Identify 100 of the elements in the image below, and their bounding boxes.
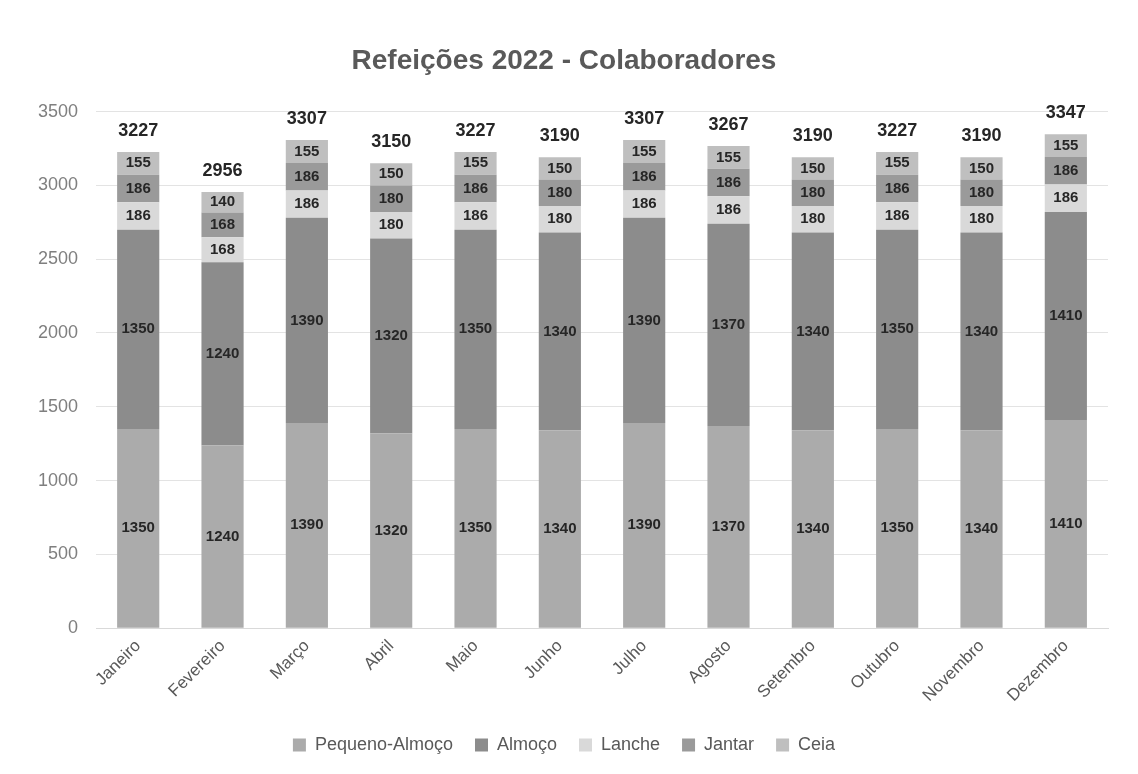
data-label: 1350 bbox=[880, 319, 914, 337]
bar bbox=[791, 232, 834, 431]
data-label: 1340 bbox=[964, 321, 999, 339]
legend-label: Ceia bbox=[798, 733, 837, 754]
legend-label: Lanche bbox=[601, 733, 661, 754]
y-tick-label: 2500 bbox=[38, 248, 79, 269]
bar bbox=[623, 422, 666, 628]
data-label: 140 bbox=[210, 192, 236, 210]
bar bbox=[370, 433, 413, 628]
data-label: 155 bbox=[884, 153, 910, 171]
data-label: 1370 bbox=[711, 314, 746, 332]
total-label: 3150 bbox=[371, 131, 412, 152]
bar bbox=[285, 217, 328, 423]
y-tick-label: 0 bbox=[68, 617, 79, 638]
chart-title: Refeições 2022 - Colaboradores bbox=[351, 43, 777, 75]
data-label: 1320 bbox=[374, 326, 408, 344]
data-label: 186 bbox=[1053, 160, 1079, 178]
legend-label: Almoço bbox=[496, 733, 558, 754]
bar bbox=[1044, 420, 1087, 628]
legend-label: Pequeno-Almoço bbox=[314, 733, 453, 754]
total-label: 3347 bbox=[1045, 102, 1086, 123]
data-label: 186 bbox=[463, 178, 489, 196]
data-label: 155 bbox=[125, 153, 151, 171]
data-label: 1350 bbox=[121, 319, 155, 337]
data-label: 186 bbox=[125, 206, 151, 224]
bar bbox=[454, 428, 497, 628]
y-tick-label: 3000 bbox=[38, 174, 79, 195]
data-label: 186 bbox=[294, 194, 320, 212]
data-label: 155 bbox=[631, 141, 657, 159]
data-label: 1390 bbox=[627, 515, 661, 533]
legend-label: Jantar bbox=[704, 733, 755, 754]
data-label: 180 bbox=[378, 188, 404, 206]
data-label: 186 bbox=[884, 178, 910, 196]
bar bbox=[960, 430, 1003, 628]
data-label: 1350 bbox=[880, 518, 914, 536]
data-label: 1340 bbox=[543, 321, 577, 339]
bar bbox=[117, 229, 160, 429]
data-label: 1370 bbox=[711, 516, 746, 534]
bar bbox=[538, 232, 581, 431]
data-label: 1390 bbox=[627, 310, 661, 328]
data-label: 1240 bbox=[205, 343, 240, 361]
data-label: 180 bbox=[968, 182, 995, 200]
total-label: 3227 bbox=[455, 119, 496, 140]
data-label: 186 bbox=[631, 194, 657, 212]
bar bbox=[454, 229, 497, 429]
bar bbox=[1044, 211, 1087, 421]
data-label: 1340 bbox=[964, 519, 999, 537]
data-label: 155 bbox=[463, 153, 489, 171]
data-label: 186 bbox=[631, 166, 657, 184]
data-label: 180 bbox=[378, 215, 404, 233]
data-label: 180 bbox=[968, 209, 995, 227]
data-label: 150 bbox=[547, 158, 573, 176]
data-label: 168 bbox=[210, 215, 236, 233]
data-label: 150 bbox=[800, 158, 826, 176]
data-label: 150 bbox=[378, 164, 404, 182]
data-label: 1390 bbox=[290, 515, 324, 533]
data-label: 155 bbox=[716, 147, 742, 165]
data-label: 1410 bbox=[1049, 513, 1083, 531]
data-label: 1320 bbox=[374, 520, 408, 538]
bar bbox=[370, 238, 413, 434]
total-label: 2956 bbox=[202, 159, 243, 180]
data-label: 180 bbox=[547, 182, 573, 200]
data-label: 186 bbox=[463, 206, 489, 224]
bar bbox=[623, 217, 666, 423]
data-label: 180 bbox=[800, 209, 826, 227]
data-label: 1340 bbox=[796, 519, 830, 537]
bar bbox=[960, 232, 1003, 431]
bar bbox=[201, 445, 244, 628]
bar bbox=[538, 430, 581, 628]
y-tick-label: 500 bbox=[48, 543, 79, 564]
data-label: 186 bbox=[294, 166, 320, 184]
data-label: 155 bbox=[1053, 135, 1079, 153]
data-label: 180 bbox=[800, 182, 826, 200]
total-label: 3267 bbox=[708, 113, 749, 134]
total-label: 3190 bbox=[539, 125, 580, 146]
data-label: 186 bbox=[716, 172, 742, 190]
total-label: 3227 bbox=[877, 119, 918, 140]
y-tick-label: 2000 bbox=[38, 321, 79, 342]
bar bbox=[201, 262, 244, 446]
total-label: 3227 bbox=[118, 119, 159, 140]
total-label: 3190 bbox=[792, 125, 833, 146]
data-label: 1350 bbox=[458, 319, 493, 337]
data-label: 186 bbox=[1053, 188, 1079, 206]
bar bbox=[876, 428, 919, 628]
data-label: 150 bbox=[968, 158, 995, 176]
y-tick-label: 1000 bbox=[38, 469, 79, 490]
bar bbox=[707, 223, 750, 426]
y-tick-label: 1500 bbox=[38, 395, 79, 416]
data-label: 1350 bbox=[458, 518, 493, 536]
bar bbox=[707, 425, 750, 628]
data-label: 1340 bbox=[796, 321, 830, 339]
data-label: 155 bbox=[294, 141, 320, 159]
data-label: 186 bbox=[716, 200, 742, 218]
data-label: 1390 bbox=[290, 310, 324, 328]
data-label: 1350 bbox=[121, 518, 155, 536]
data-label: 1240 bbox=[205, 526, 240, 544]
data-label: 1410 bbox=[1049, 306, 1083, 324]
data-label: 180 bbox=[547, 209, 573, 227]
bar bbox=[876, 229, 919, 429]
bar bbox=[285, 422, 328, 628]
